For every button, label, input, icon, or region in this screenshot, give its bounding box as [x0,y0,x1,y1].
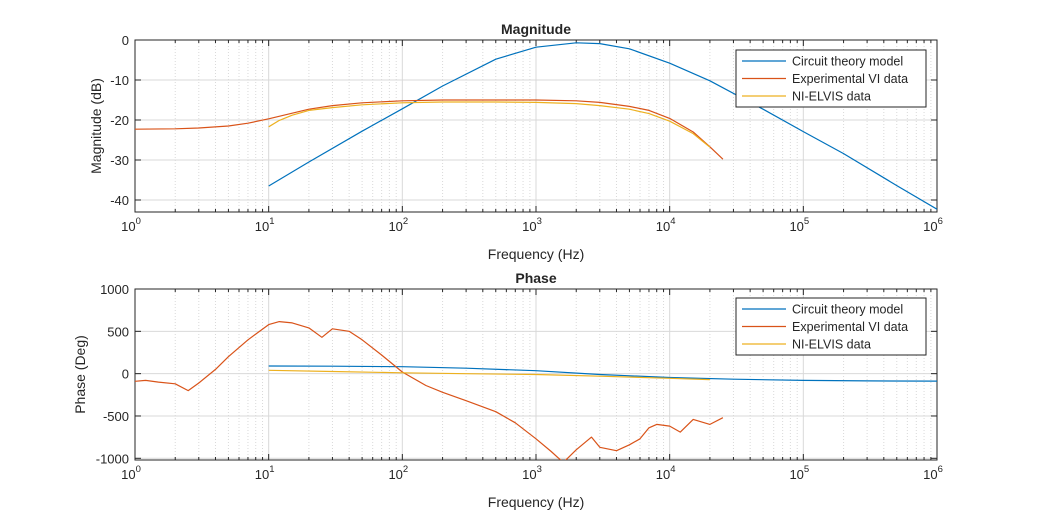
chart-title: Magnitude [501,21,571,37]
x-tick-label: 104 [656,464,676,482]
legend-entry: NI-ELVIS data [792,338,871,352]
x-tick-exponent: 6 [938,464,943,475]
x-tick-label: 102 [388,216,408,234]
x-tick-label: 101 [255,464,275,482]
series-line-1 [268,42,937,210]
magnitude-plot: 100 101 102 103 104 105 106 0-10-20-30-40 Magn… [88,21,943,262]
x-tick-label: 103 [522,464,542,482]
y-tick-label: -1000 [96,451,129,466]
legend-entry: Circuit theory model [792,303,903,317]
y-tick-label: 0 [122,33,129,48]
series-line-1 [268,365,937,382]
x-tick-label: 106 [923,464,943,482]
tick-marks [134,39,938,212]
y-tick-label: 500 [107,324,129,339]
x-tick-labels: 100 101 102 103 104 105 106 [121,216,943,234]
x-tick-exponent: 1 [269,216,274,227]
x-tick-label: 103 [522,216,542,234]
x-tick-exponent: 1 [269,464,274,475]
y-axis-label: Phase (Deg) [72,335,88,414]
legend-entry: Circuit theory model [792,55,903,69]
y-tick-label: -30 [110,153,129,168]
x-tick-exponent: 3 [537,464,542,475]
x-tick-label: 106 [923,216,943,234]
x-tick-exponent: 0 [136,464,141,475]
x-tick-exponent: 0 [136,216,141,227]
series-line-2 [135,321,724,460]
legend: Circuit theory model Experimental VI data… [735,297,927,356]
series-lines [135,321,937,460]
y-tick-label: -10 [110,73,129,88]
x-tick-label: 101 [255,216,275,234]
x-tick-exponent: 6 [938,216,943,227]
x-tick-labels: 100 101 102 103 104 105 106 [121,464,943,482]
x-tick-label: 100 [121,464,141,482]
x-tick-label: 104 [656,216,676,234]
series-lines [135,42,937,210]
y-tick-label: -20 [110,113,129,128]
x-tick-exponent: 5 [804,464,809,475]
series-line-3 [268,369,710,381]
legend-entry: NI-ELVIS data [792,90,871,104]
x-axis-label: Frequency (Hz) [488,246,584,262]
series-line-2 [135,99,724,160]
phase-plot: 100 101 102 103 104 105 106 10005000-500-1000 … [72,270,943,510]
y-tick-labels: 1000 500 0 -500 -1000 [96,282,129,466]
x-tick-label: 100 [121,216,141,234]
x-tick-exponent: 5 [804,216,809,227]
x-axis-label: Frequency (Hz) [488,494,584,510]
y-tick-label: 0 [122,367,129,382]
x-tick-exponent: 4 [670,464,675,475]
x-tick-label: 105 [789,216,809,234]
x-tick-exponent: 3 [537,216,542,227]
tick-marks [134,288,938,460]
x-tick-exponent: 4 [670,216,675,227]
x-tick-label: 102 [388,464,408,482]
series-line-3 [268,101,711,148]
y-tick-label: -40 [110,193,129,208]
legend: Circuit theory model Experimental VI data… [735,49,927,108]
y-tick-label: 1000 [100,282,129,297]
x-tick-exponent: 2 [403,464,408,475]
legend-entry: Experimental VI data [792,320,908,334]
chart-title: Phase [515,270,556,286]
legend-entry: Experimental VI data [792,72,908,86]
y-axis-label: Magnitude (dB) [88,78,104,174]
y-tick-labels: 0 -10 -20 -30 -40 [110,33,129,208]
x-tick-label: 105 [789,464,809,482]
x-tick-exponent: 2 [403,216,408,227]
y-tick-label: -500 [103,409,129,424]
